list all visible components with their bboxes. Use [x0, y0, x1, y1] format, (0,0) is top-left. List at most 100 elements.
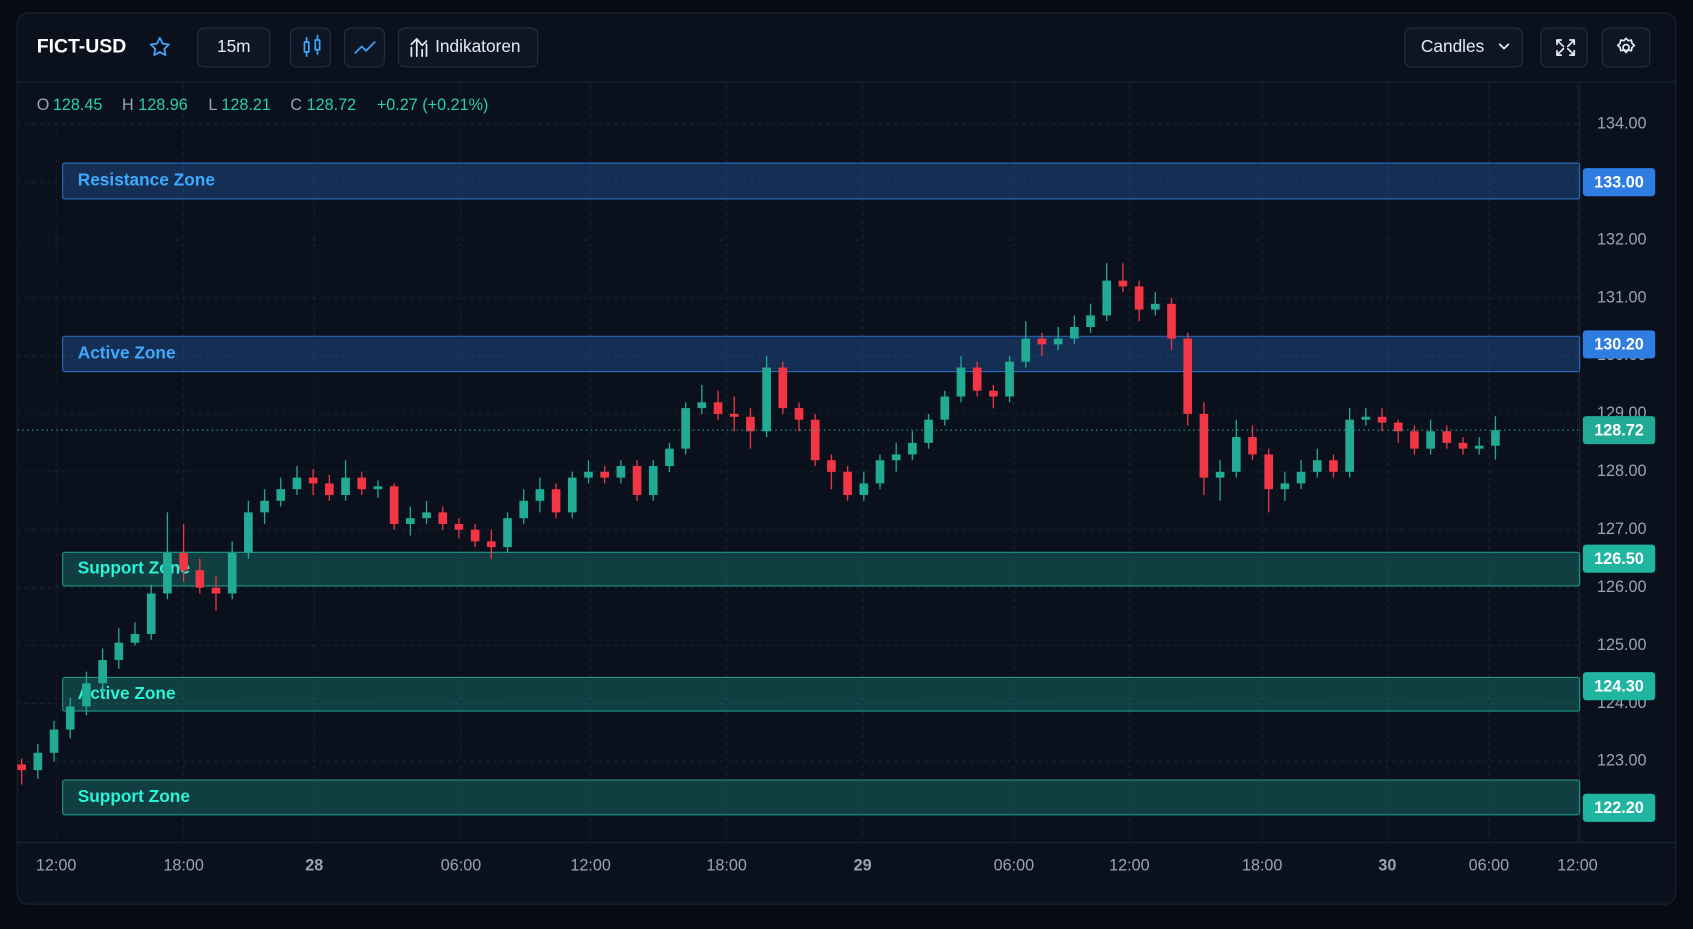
- chart-style-label: Candles: [1421, 36, 1485, 56]
- candle-body: [875, 460, 885, 484]
- indicators-label: Indikatoren: [435, 36, 520, 56]
- candle-body: [1102, 280, 1112, 316]
- last-price-badge: [1582, 416, 1656, 445]
- price-badge: [1582, 544, 1656, 573]
- candle-body: [1231, 437, 1241, 472]
- candle-body: [697, 402, 707, 409]
- price-badge: [1582, 793, 1656, 822]
- x-tick-label: 12:00: [1109, 857, 1150, 875]
- last-price-label: 128.72: [1594, 421, 1644, 439]
- x-tick-label: 12:00: [36, 857, 77, 875]
- fullscreen-button[interactable]: [1540, 27, 1588, 68]
- candle-body: [1150, 303, 1160, 310]
- x-tick-label: 06:00: [441, 857, 482, 875]
- indicators-icon: [410, 38, 428, 58]
- ohlc-key: O: [37, 96, 50, 114]
- candle-body: [810, 419, 820, 461]
- fullscreen-icon: [1556, 39, 1576, 56]
- chevron-icon: [1498, 43, 1510, 50]
- candle-body: [891, 454, 901, 461]
- candle-body: [746, 416, 755, 432]
- candle-body: [373, 486, 383, 490]
- indicators-button[interactable]: [397, 27, 539, 68]
- settings-button[interactable]: [1601, 27, 1651, 68]
- candle-body: [1442, 431, 1452, 443]
- ohlc-value: 128.21: [221, 96, 271, 114]
- candle-body: [17, 764, 26, 771]
- line-type-button[interactable]: [343, 27, 385, 68]
- zone-band: [62, 335, 1581, 373]
- symbol[interactable]: FICT-USD: [37, 36, 127, 58]
- zone-label: Support Zone: [78, 558, 191, 578]
- candle-body: [341, 477, 350, 495]
- candle-body: [924, 419, 933, 443]
- candle-body: [1134, 286, 1144, 310]
- candle-body: [98, 660, 107, 684]
- candle-body: [146, 593, 156, 635]
- ohlc-key: C: [290, 96, 302, 114]
- candle-body: [1037, 338, 1047, 345]
- candle-body: [1345, 419, 1354, 472]
- price-badge: [1582, 672, 1656, 701]
- y-tick-label: 131.00: [1597, 288, 1647, 306]
- x-tick-label: 30: [1378, 857, 1396, 875]
- candle-body: [406, 518, 415, 524]
- candle-body: [1183, 338, 1193, 414]
- candle-type-button[interactable]: [289, 27, 331, 68]
- candle-body: [729, 413, 739, 417]
- candle-body: [114, 642, 124, 661]
- candle-body: [778, 367, 788, 409]
- x-tick-label: 06:00: [1469, 857, 1510, 875]
- x-tick-label: 28: [305, 857, 323, 875]
- candle-body: [1329, 460, 1338, 472]
- x-tick-label: 12:00: [1557, 857, 1598, 875]
- y-tick-label: 134.00: [1597, 115, 1647, 133]
- candle-body: [1410, 431, 1419, 449]
- candle-body: [1426, 431, 1435, 449]
- interval-button[interactable]: [197, 27, 271, 68]
- candle-body: [1086, 315, 1095, 327]
- candle-body: [244, 512, 253, 553]
- price-badge-label: 133.00: [1594, 174, 1644, 192]
- chart-style-button[interactable]: [1404, 27, 1523, 68]
- price-badge: [1582, 330, 1656, 359]
- candle-body: [1070, 326, 1079, 339]
- zone-label: Active Zone: [78, 342, 176, 362]
- price-badge-label: 126.50: [1594, 550, 1644, 568]
- candle-body: [1296, 471, 1306, 484]
- candle-body: [227, 552, 237, 594]
- candle-body: [49, 729, 59, 753]
- x-tick-label: 29: [854, 857, 872, 875]
- y-tick-label: 126.00: [1597, 578, 1647, 596]
- y-tick-label: 127.00: [1597, 520, 1647, 538]
- candle-body: [211, 587, 221, 594]
- candle-body: [195, 570, 205, 588]
- zone-band: [62, 162, 1581, 200]
- candle-body: [1264, 454, 1273, 490]
- line-icon: [354, 41, 376, 54]
- candle-body: [454, 523, 464, 530]
- price-badges: 133.00 130.20 126.50 124.30 122.20 128.72: [1582, 168, 1656, 822]
- favorite-star[interactable]: [149, 36, 170, 56]
- candle-body: [843, 471, 852, 495]
- interval-label: 15m: [217, 36, 251, 56]
- candle-body: [130, 634, 140, 643]
- settings-icon: [1616, 37, 1636, 54]
- candle-body: [486, 541, 496, 548]
- change-value: +0.27 (+0.21%): [377, 96, 489, 114]
- x-tick-label: 18:00: [1242, 857, 1283, 875]
- x-tick-label: 06:00: [994, 857, 1035, 875]
- candle-body: [648, 466, 658, 495]
- candle-body: [470, 529, 480, 542]
- y-tick-label: 128.00: [1597, 462, 1647, 480]
- plot-area: 123.00124.00125.00126.00127.00128.00129.…: [17, 84, 1656, 875]
- ohlc-value: 128.45: [53, 96, 103, 114]
- candle-body: [956, 367, 966, 397]
- candle-body: [1312, 460, 1322, 472]
- candle-body: [1458, 442, 1468, 449]
- candle-body: [1199, 413, 1209, 478]
- candle-body: [422, 512, 431, 519]
- price-badge-label: 130.20: [1594, 336, 1644, 354]
- candle-body: [989, 390, 998, 397]
